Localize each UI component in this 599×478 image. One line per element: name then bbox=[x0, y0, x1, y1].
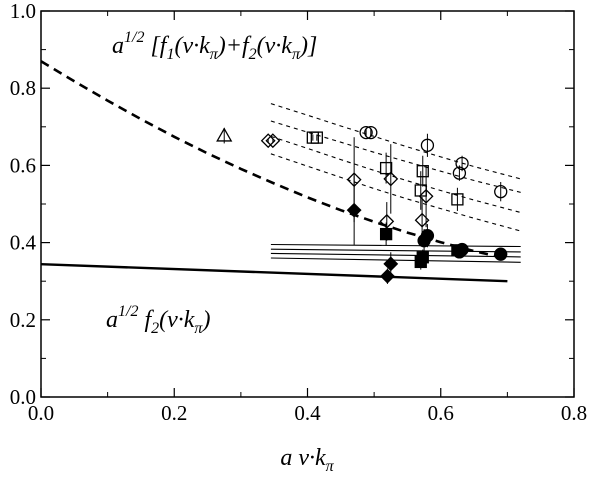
data-points bbox=[216, 125, 508, 284]
x-axis-title-a: a bbox=[280, 445, 292, 471]
point-diamond-open bbox=[260, 133, 276, 149]
curve-dashed-thin bbox=[270, 103, 521, 180]
point-square-open bbox=[416, 165, 429, 178]
x-tick-label: 0.4 bbox=[294, 401, 321, 425]
point-circle-filled bbox=[494, 247, 508, 261]
point-diamond-open bbox=[383, 171, 399, 187]
point-circle-open bbox=[452, 166, 467, 180]
point-diamond-filled bbox=[380, 268, 395, 284]
y-tick-label: 0.8 bbox=[10, 76, 36, 100]
point-circle-open bbox=[364, 125, 378, 140]
point-square-open bbox=[310, 131, 323, 144]
point-circle-open bbox=[494, 184, 508, 199]
curve-solid-thin bbox=[270, 257, 521, 263]
curve-solid-thin bbox=[270, 252, 521, 258]
y-tick-label: 0.0 bbox=[10, 385, 36, 409]
x-axis-title: a v·kπ bbox=[280, 445, 334, 475]
point-square-open bbox=[379, 161, 393, 175]
point-square-filled bbox=[414, 255, 427, 269]
point-circle-open bbox=[455, 156, 469, 171]
point-circle-open bbox=[359, 125, 373, 140]
curve-solid-thin bbox=[270, 248, 521, 253]
curve-dashed-thin bbox=[270, 153, 521, 232]
curves bbox=[40, 60, 521, 283]
point-square-open bbox=[451, 193, 464, 206]
x-axis-title-sub: π bbox=[326, 458, 335, 475]
curve-solid-thin bbox=[270, 243, 521, 248]
y-tick-labels: 0.0 0.2 0.4 0.6 0.8 1.0 bbox=[10, 0, 37, 409]
x-tick-label: 0.6 bbox=[428, 401, 454, 425]
point-diamond-filled bbox=[383, 256, 399, 272]
point-triangle-open bbox=[216, 127, 233, 142]
point-diamond-open bbox=[379, 213, 395, 229]
x-axis-title-vk: v·k bbox=[298, 445, 326, 471]
y-tick-label: 1.0 bbox=[10, 0, 36, 23]
y-tick-label: 0.2 bbox=[10, 308, 36, 332]
point-circle-filled bbox=[417, 234, 431, 248]
annotation-lower: a1/2 f2(v·kπ) bbox=[106, 303, 210, 337]
x-tick-label: 0.2 bbox=[161, 401, 187, 425]
y-tick-label: 0.4 bbox=[10, 231, 37, 255]
y-tick-label: 0.6 bbox=[10, 153, 36, 177]
plot-frame bbox=[40, 10, 575, 398]
point-diamond-open bbox=[414, 212, 430, 228]
annotation-upper: a1/2 [f1(v·kπ)+f2(v·kπ)] bbox=[112, 29, 317, 63]
tick-marks bbox=[40, 10, 575, 398]
curve-solid-thick bbox=[40, 263, 508, 283]
point-circle-open bbox=[420, 138, 435, 152]
curve-dashed-thin bbox=[270, 135, 521, 214]
curve-dashed-thick bbox=[40, 60, 508, 261]
x-tick-label: 0.8 bbox=[561, 401, 587, 425]
point-diamond-open bbox=[265, 133, 281, 149]
point-diamond-filled bbox=[346, 202, 362, 218]
point-diamond-open bbox=[418, 188, 434, 204]
x-tick-label: 0.0 bbox=[28, 401, 54, 425]
point-square-filled bbox=[379, 227, 393, 241]
point-circle-filled bbox=[452, 245, 467, 259]
x-tick-labels: 0.0 0.2 0.4 0.6 0.8 bbox=[28, 401, 587, 425]
